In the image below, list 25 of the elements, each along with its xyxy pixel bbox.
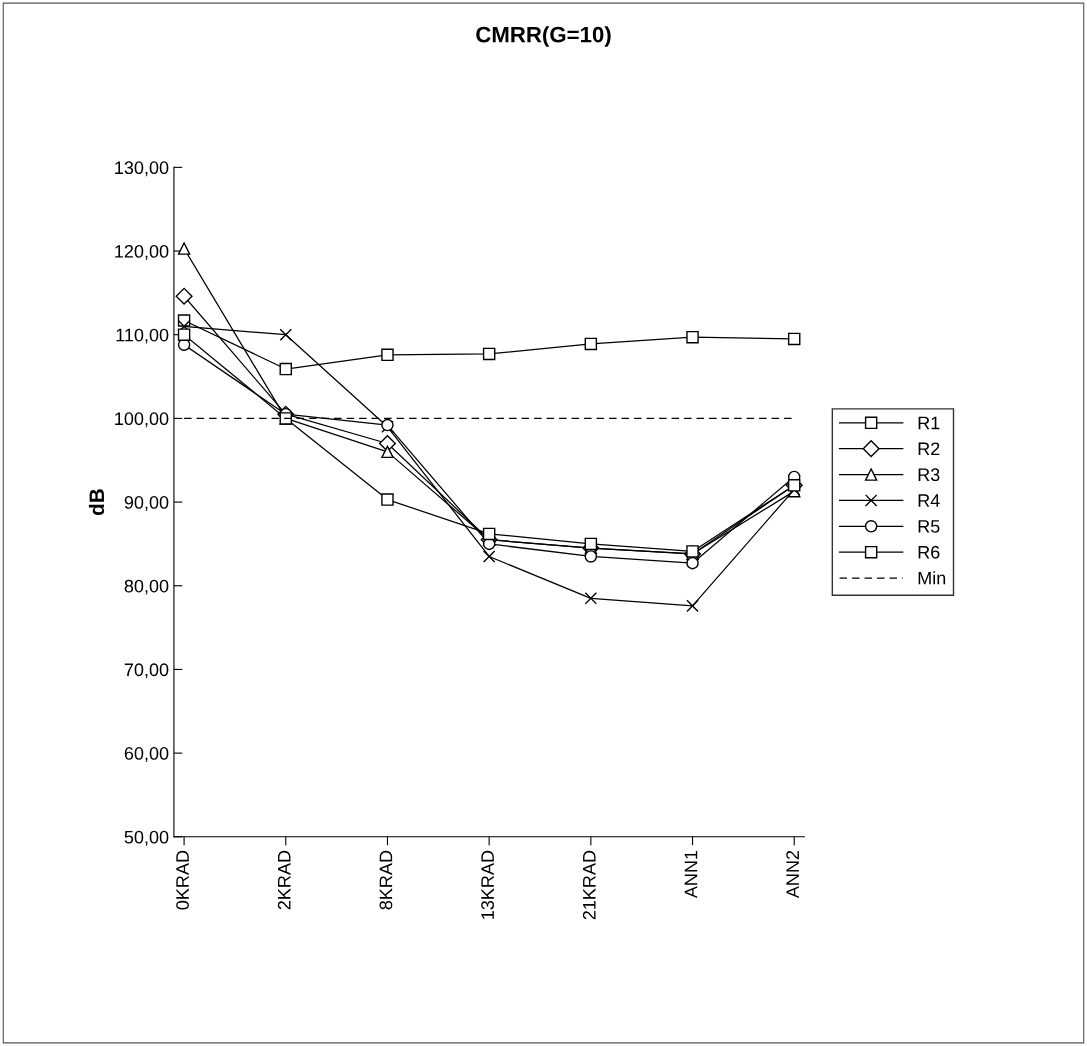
y-tick-label: 110,00: [116, 328, 169, 344]
chart-title: CMRR(G=10): [476, 26, 611, 47]
y-tick-label: 90,00: [124, 496, 169, 511]
y-tick-label: 50,00: [124, 830, 169, 846]
x-tick-label: 21KRAD: [582, 850, 596, 920]
x-tick-label: ANN1: [684, 850, 698, 899]
x-tick-label: 2KRAD: [277, 850, 291, 910]
y-tick-label: 130,00: [115, 161, 169, 177]
x-tick-label: ANN2: [786, 850, 799, 899]
y-tick-label: 120,00: [115, 244, 169, 260]
legend-label: R6: [918, 545, 940, 559]
x-tick-label: 0KRAD: [176, 850, 189, 910]
x-tick-label: 13KRAD: [481, 850, 494, 919]
legend-label: R2: [918, 442, 940, 456]
legend-label: R4: [918, 494, 940, 507]
y-tick-label: 60,00: [124, 747, 169, 762]
y-axis-title: dB: [88, 489, 105, 516]
legend-label: R5: [918, 520, 940, 533]
y-tick-label: 80,00: [124, 579, 169, 595]
legend-label: Min: [918, 571, 946, 585]
y-tick-label: 70,00: [124, 663, 169, 679]
y-tick-label: 100,00: [115, 412, 169, 428]
legend-label: R1: [918, 416, 940, 430]
x-tick-label: 8KRAD: [379, 850, 393, 910]
legend-label: R3: [918, 468, 940, 482]
